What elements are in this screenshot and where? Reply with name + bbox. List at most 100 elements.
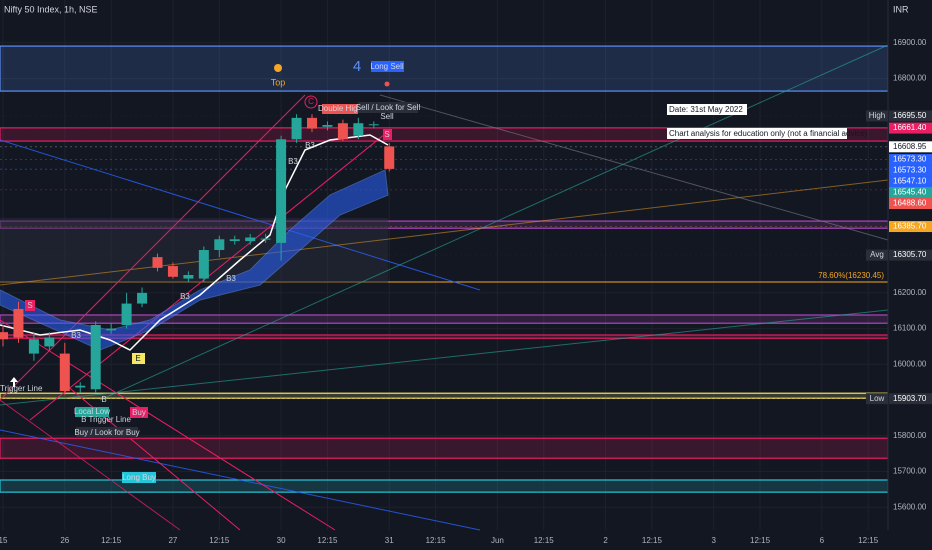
annotation: B bbox=[101, 395, 106, 404]
x-tick-label: 26 bbox=[60, 536, 69, 545]
price-label-bg bbox=[889, 141, 932, 153]
y-tick-label: 15700.00 bbox=[893, 467, 927, 476]
annotation: Buy / Look for Buy bbox=[74, 428, 139, 437]
x-tick-label: 2 bbox=[603, 536, 608, 545]
candle-body bbox=[152, 257, 163, 268]
candle-body bbox=[214, 239, 225, 250]
price-label-bg bbox=[889, 110, 932, 122]
candle-body bbox=[322, 125, 333, 127]
candle-body bbox=[353, 123, 364, 136]
zone bbox=[0, 45, 889, 92]
price-label-bg bbox=[889, 393, 932, 405]
price-label: 16608.95 bbox=[893, 142, 927, 151]
candle-body bbox=[44, 337, 55, 347]
candle-body bbox=[183, 275, 194, 279]
y-tick-label: 16000.00 bbox=[893, 359, 927, 368]
annotation: Double High bbox=[318, 104, 362, 113]
tag-bg bbox=[866, 110, 888, 122]
arrow bbox=[10, 377, 18, 387]
annotation: Buy bbox=[132, 408, 146, 417]
candle-body bbox=[90, 325, 101, 390]
price-label: 16573.30 bbox=[893, 155, 927, 164]
candle-body bbox=[291, 117, 302, 140]
y-tick-label: 15800.00 bbox=[893, 431, 927, 440]
annotation: B3 bbox=[305, 141, 315, 150]
price-label: 16547.10 bbox=[893, 177, 927, 186]
x-tick-label: Jun bbox=[491, 536, 504, 545]
price-label: 16573.30 bbox=[893, 166, 927, 175]
annotation: Date: 31st May 2022 bbox=[669, 105, 743, 114]
x-tick-label: 12:15 bbox=[209, 536, 230, 545]
price-label: 16545.40 bbox=[893, 188, 927, 197]
trend-line bbox=[29, 129, 391, 421]
ribbon bbox=[0, 169, 389, 351]
price-tag: Low bbox=[870, 394, 885, 403]
trend-line bbox=[59, 379, 241, 531]
trigger-line bbox=[0, 134, 389, 351]
label-box bbox=[132, 353, 145, 364]
candle-body bbox=[260, 238, 271, 240]
annotation: S bbox=[384, 130, 389, 139]
candle-body bbox=[121, 303, 132, 325]
annotation: B3 bbox=[180, 292, 190, 301]
candle-body bbox=[0, 332, 8, 340]
price-label: 16488.60 bbox=[893, 199, 927, 208]
zone bbox=[0, 392, 889, 399]
price-label: 15903.70 bbox=[893, 394, 927, 403]
y-tick-label: 16800.00 bbox=[893, 74, 927, 83]
annotation: B3 bbox=[71, 331, 81, 340]
candle-body bbox=[13, 308, 24, 338]
candle-body bbox=[307, 117, 317, 129]
price-label: 16385.70 bbox=[893, 222, 927, 231]
annotation: E bbox=[135, 354, 140, 363]
y-tick-label: 16900.00 bbox=[893, 38, 927, 47]
trend-line bbox=[99, 44, 889, 401]
range-box bbox=[0, 218, 388, 283]
annotation: C bbox=[308, 97, 314, 106]
x-tick-label: 3 bbox=[711, 536, 716, 545]
candle-body bbox=[368, 124, 379, 126]
label-box bbox=[667, 104, 747, 115]
trend-line bbox=[0, 429, 481, 531]
candle-body bbox=[167, 266, 178, 277]
x-tick-label: 12:15 bbox=[858, 536, 879, 545]
x-tick-label: 12:15 bbox=[317, 536, 338, 545]
price-label: 16661.40 bbox=[893, 123, 927, 132]
price-tag: Avg bbox=[870, 250, 884, 259]
price-label-bg bbox=[889, 221, 932, 233]
label-box bbox=[383, 129, 392, 140]
currency: INR bbox=[893, 4, 909, 14]
y-tick-label: 16200.00 bbox=[893, 288, 927, 297]
label-box bbox=[76, 427, 138, 438]
price-label-bg bbox=[889, 198, 932, 210]
candle-body bbox=[337, 123, 348, 140]
price-axis-bg bbox=[888, 0, 932, 550]
annotation: S bbox=[27, 301, 32, 310]
x-tick-label: 27 bbox=[168, 536, 177, 545]
annotation: B3 bbox=[226, 274, 236, 283]
candle-body bbox=[245, 237, 256, 242]
marker bbox=[304, 95, 318, 109]
candle-body bbox=[59, 353, 70, 392]
trend-line bbox=[0, 399, 181, 531]
candle-body bbox=[276, 139, 287, 243]
candle-body bbox=[229, 239, 240, 242]
label-box bbox=[322, 104, 358, 114]
annotation: Chart analysis for education only (not a… bbox=[669, 129, 868, 138]
price-label-bg bbox=[889, 154, 932, 166]
candle-body bbox=[75, 385, 86, 388]
x-tick-label: 6 bbox=[820, 536, 825, 545]
annotation: Long Sell bbox=[370, 62, 404, 71]
x-tick-label: 12:15 bbox=[642, 536, 663, 545]
candle-body bbox=[198, 250, 209, 279]
price-label: 16695.50 bbox=[893, 111, 927, 120]
trend-line bbox=[379, 94, 889, 241]
marker bbox=[274, 64, 282, 72]
label-box bbox=[75, 407, 109, 417]
label-box bbox=[130, 407, 148, 418]
annotation: Top bbox=[271, 77, 286, 87]
fib-label: 78.60%(16230.45) bbox=[818, 271, 884, 280]
annotation: Trigger Line bbox=[0, 384, 43, 393]
x-tick-label: 12:15 bbox=[101, 536, 122, 545]
label-box bbox=[122, 472, 156, 483]
